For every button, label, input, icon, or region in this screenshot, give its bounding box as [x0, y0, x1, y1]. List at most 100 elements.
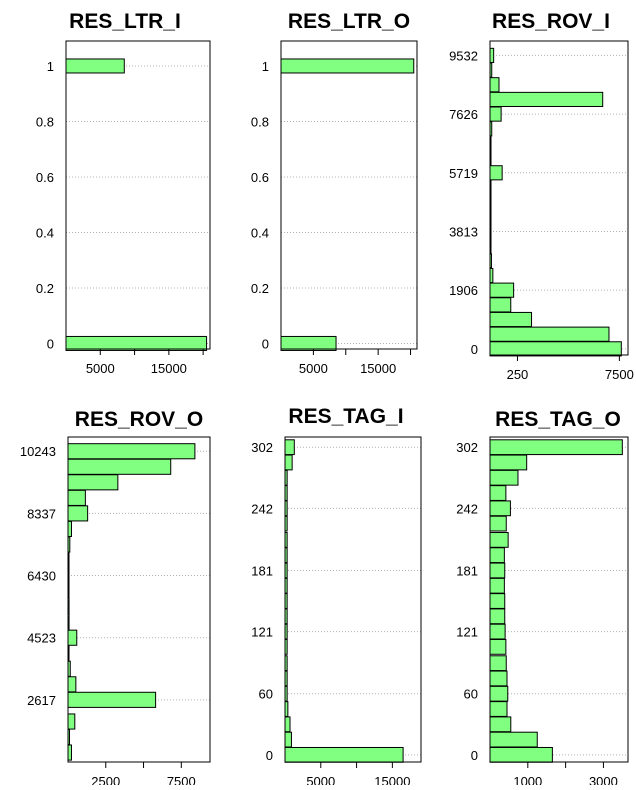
y-tick-label: 0.8: [36, 114, 54, 129]
y-tick-label: 242: [456, 501, 478, 516]
panel-res-rov-i: RES_ROV_I 0 1906 3813 5719 7626 9532 250 7500: [449, 10, 634, 382]
bar: [67, 443, 196, 460]
bar: [489, 165, 503, 181]
x-tick-label: 250: [507, 367, 529, 382]
bar: [489, 716, 512, 733]
bar: [489, 532, 509, 548]
bar: [65, 335, 208, 351]
y-tick-label: 10243: [20, 444, 56, 459]
y-tick-label: 7626: [449, 107, 478, 122]
panel-res-tag-i: RES_TAG_I 0 60 121 181 242 302 5000 15000: [251, 405, 422, 789]
bar: [489, 577, 505, 594]
y-tick-label: 0.6: [251, 170, 269, 185]
panel-title: RES_TAG_I: [288, 405, 403, 428]
y-tick-label: 121: [251, 625, 273, 640]
x-tick-label: 5000: [86, 361, 115, 376]
panel-title: RES_ROV_I: [492, 10, 610, 33]
plot-frame: [65, 40, 211, 350]
y-tick-label: 0: [471, 748, 478, 763]
bar: [489, 500, 511, 517]
bar: [67, 713, 76, 730]
plot-frame: [67, 436, 211, 763]
y-tick-label: 0: [471, 342, 478, 357]
bar: [489, 731, 538, 748]
bar: [489, 311, 533, 328]
y-tick-label: 242: [251, 501, 273, 516]
x-tick-label: 7500: [605, 367, 634, 382]
y-tick-label: 60: [464, 687, 478, 702]
bar: [67, 676, 77, 693]
x-tick-label: 15000: [374, 774, 410, 785]
bar: [489, 341, 622, 357]
x-tick-label: 5000: [306, 774, 335, 785]
bar: [284, 731, 292, 748]
plot-frame: [489, 40, 629, 356]
y-tick-label: 121: [456, 625, 478, 640]
y-tick-label: 0.2: [251, 281, 269, 296]
y-tick-label: 0: [266, 748, 273, 763]
panel-title: RES_LTR_I: [69, 10, 181, 33]
bar: [489, 47, 495, 63]
bar: [67, 458, 172, 475]
bar: [284, 439, 295, 456]
bar: [489, 469, 519, 486]
bar: [280, 335, 337, 351]
plot-frame: [489, 436, 629, 763]
plot-frame: [284, 436, 422, 763]
bar: [489, 106, 502, 122]
bar: [489, 701, 508, 717]
y-tick-label: 0: [47, 336, 54, 351]
x-tick-label: 1000: [513, 774, 542, 785]
bar: [489, 608, 506, 625]
y-tick-label: 0.8: [251, 114, 269, 129]
y-tick-label: 8337: [27, 506, 56, 521]
y-tick-label: 1: [262, 59, 269, 74]
bar: [65, 58, 125, 74]
bar: [67, 505, 89, 522]
y-tick-label: 302: [251, 440, 273, 455]
y-tick-label: 0.6: [36, 170, 54, 185]
x-tick-label: 5000: [299, 361, 328, 376]
y-tick-label: 3813: [449, 224, 478, 239]
y-tick-label: 5719: [449, 166, 478, 181]
bar: [67, 691, 157, 708]
bar: [489, 91, 604, 108]
x-tick-label: 7500: [167, 774, 196, 785]
bar: [489, 670, 508, 687]
y-tick-label: 0: [262, 336, 269, 351]
bar: [489, 562, 506, 579]
bar: [284, 716, 291, 733]
y-tick-label: 0.4: [36, 225, 54, 240]
y-tick-label: 9532: [449, 48, 478, 63]
bar: [489, 326, 610, 342]
bar: [67, 489, 86, 506]
y-tick-label: 0.4: [251, 225, 269, 240]
panel-res-tag-o: RES_TAG_O 0 60 121 181 242 302 1000 3000: [456, 408, 629, 789]
x-tick-label: 15000: [360, 361, 396, 376]
bar: [489, 515, 507, 532]
x-tick-label: 3000: [589, 774, 618, 785]
y-tick-label: 60: [259, 687, 273, 702]
bar: [489, 547, 505, 564]
panel-title: RES_TAG_O: [495, 408, 621, 431]
y-tick-label: 6430: [27, 569, 56, 584]
bar: [284, 454, 293, 471]
y-tick-label: 0.2: [36, 281, 54, 296]
bar: [489, 439, 623, 456]
y-tick-label: 181: [456, 563, 478, 578]
bar: [489, 77, 500, 93]
bar: [489, 655, 507, 672]
bar: [67, 474, 119, 491]
panel-res-rov-o: RES_ROV_O 2617 4523 6430 8337 10243 2500 7500: [20, 408, 211, 789]
x-tick-label: 15000: [151, 361, 187, 376]
bar: [489, 297, 512, 313]
bar: [489, 485, 507, 501]
x-tick-label: 2500: [91, 774, 120, 785]
panel-title: RES_ROV_O: [75, 408, 203, 431]
bar: [489, 685, 509, 702]
bar: [67, 520, 72, 537]
y-tick-label: 1906: [449, 283, 478, 298]
